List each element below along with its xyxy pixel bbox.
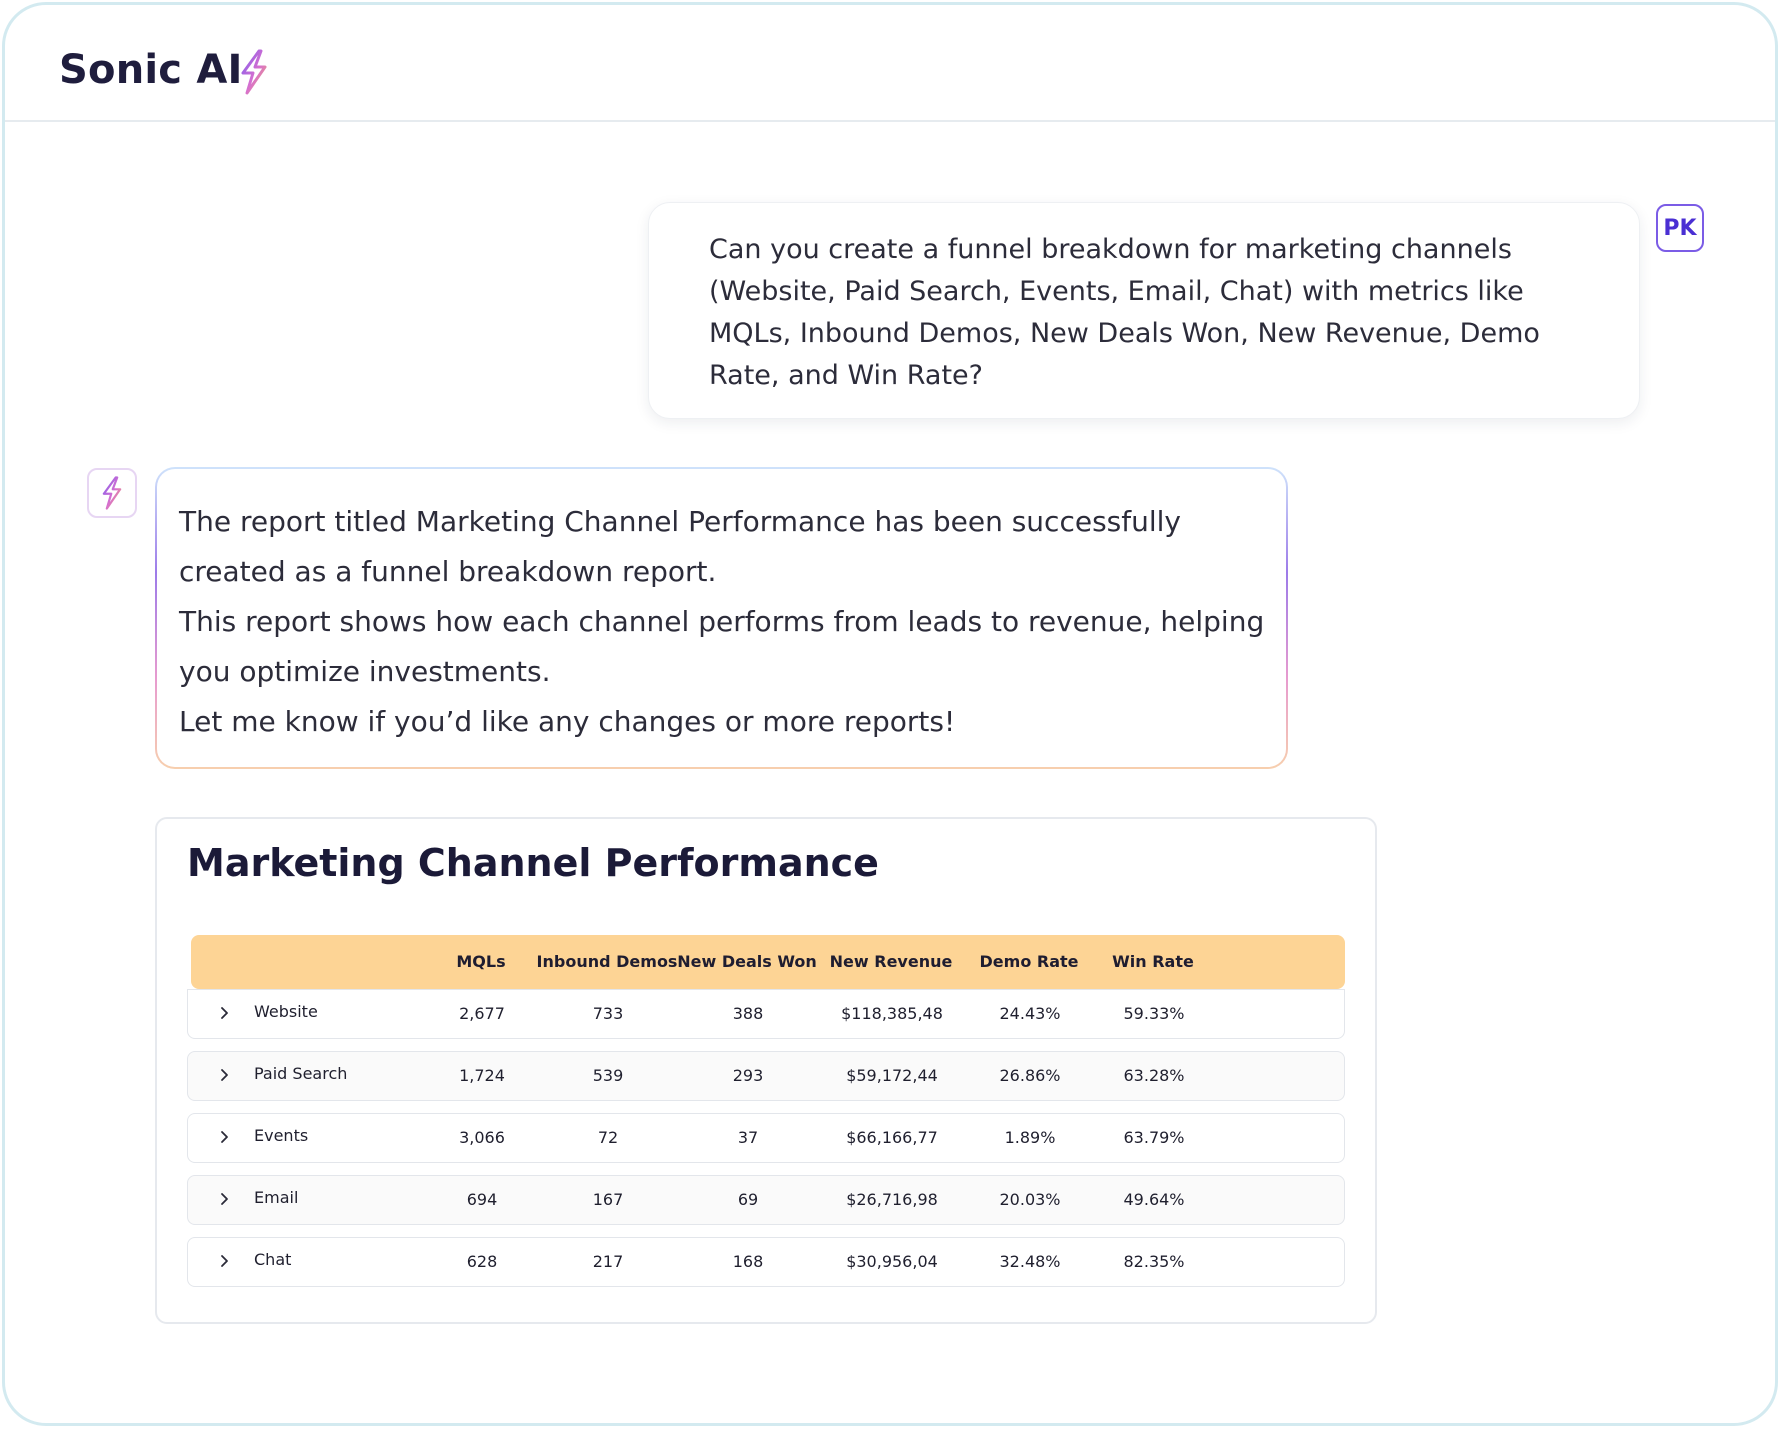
assistant-message-line: This report shows how each channel perfo… [179,605,1265,638]
cell-new-deals-won: 293 [732,1066,764,1085]
row-label: Email [254,1188,299,1207]
column-header-inbound-demos: Inbound Demos [536,952,678,971]
cell-demo-rate: 26.86% [999,1066,1061,1085]
table-body: Website 2,677 733 388 $118,385,48 24.43%… [187,989,1345,1299]
cell-inbound-demos: 733 [592,1004,624,1023]
lightning-bolt-icon [241,49,267,95]
assistant-avatar [87,468,137,518]
assistant-message-line: Let me know if you’d like any changes or… [179,705,956,738]
table-row[interactable]: Email 694 167 69 $26,716,98 20.03% 49.64… [187,1175,1345,1225]
cell-mqls: 3,066 [459,1128,505,1147]
chevron-right-icon[interactable] [216,1066,234,1084]
table-row[interactable]: Paid Search 1,724 539 293 $59,172,44 26.… [187,1051,1345,1101]
table-header: MQLs Inbound Demos New Deals Won New Rev… [191,935,1345,989]
cell-new-revenue: $118,385,48 [841,1004,943,1023]
cell-win-rate: 82.35% [1123,1252,1185,1271]
cell-win-rate: 63.79% [1123,1128,1185,1147]
app-title: Sonic AI [59,47,243,93]
column-header-new-revenue: New Revenue [829,952,953,971]
column-header-new-deals-won: New Deals Won [677,952,817,971]
row-label: Events [254,1126,309,1145]
cell-demo-rate: 24.43% [999,1004,1061,1023]
column-header-mqls: MQLs [456,952,506,971]
assistant-message-bubble: The report titled Marketing Channel Perf… [155,467,1288,769]
cell-demo-rate: 1.89% [1004,1128,1056,1147]
cell-new-deals-won: 388 [732,1004,764,1023]
cell-new-deals-won: 37 [737,1128,759,1147]
assistant-message-line: created as a funnel breakdown report. [179,555,717,588]
user-message-text: Can you create a funnel breakdown for ma… [709,234,1540,391]
table-row[interactable]: Website 2,677 733 388 $118,385,48 24.43%… [187,989,1345,1039]
cell-new-revenue: $30,956,04 [846,1252,938,1271]
assistant-message-line: you optimize investments. [179,655,551,688]
cell-new-revenue: $26,716,98 [846,1190,938,1209]
cell-new-deals-won: 69 [737,1190,759,1209]
chevron-right-icon[interactable] [216,1128,234,1146]
assistant-message-line: The report titled Marketing Channel Perf… [179,505,1181,538]
cell-mqls: 628 [466,1252,498,1271]
cell-demo-rate: 32.48% [999,1252,1061,1271]
table-row[interactable]: Chat 628 217 168 $30,956,04 32.48% 82.35… [187,1237,1345,1287]
cell-inbound-demos: 539 [592,1066,624,1085]
user-avatar[interactable]: PK [1656,204,1704,252]
cell-inbound-demos: 72 [597,1128,619,1147]
cell-new-revenue: $66,166,77 [846,1128,938,1147]
chevron-right-icon[interactable] [216,1252,234,1270]
cell-mqls: 2,677 [459,1004,505,1023]
cell-win-rate: 49.64% [1123,1190,1185,1209]
cell-mqls: 1,724 [459,1066,505,1085]
cell-inbound-demos: 167 [592,1190,624,1209]
cell-win-rate: 59.33% [1123,1004,1185,1023]
row-label: Website [254,1002,318,1021]
row-label: Paid Search [254,1064,348,1083]
table-row[interactable]: Events 3,066 72 37 $66,166,77 1.89% 63.7… [187,1113,1345,1163]
column-header-win-rate: Win Rate [1112,952,1194,971]
row-label: Chat [254,1250,292,1269]
chevron-right-icon[interactable] [216,1004,234,1022]
lightning-bolt-icon [102,476,122,510]
cell-mqls: 694 [466,1190,498,1209]
cell-win-rate: 63.28% [1123,1066,1185,1085]
chevron-right-icon[interactable] [216,1190,234,1208]
cell-demo-rate: 20.03% [999,1190,1061,1209]
report-title: Marketing Channel Performance [187,841,879,885]
app-header: Sonic AI [5,5,1775,122]
column-header-demo-rate: Demo Rate [979,952,1079,971]
cell-new-revenue: $59,172,44 [846,1066,938,1085]
cell-new-deals-won: 168 [732,1252,764,1271]
user-message-bubble: Can you create a funnel breakdown for ma… [648,202,1640,419]
report-card: Marketing Channel Performance MQLs Inbou… [155,817,1377,1324]
cell-inbound-demos: 217 [592,1252,624,1271]
